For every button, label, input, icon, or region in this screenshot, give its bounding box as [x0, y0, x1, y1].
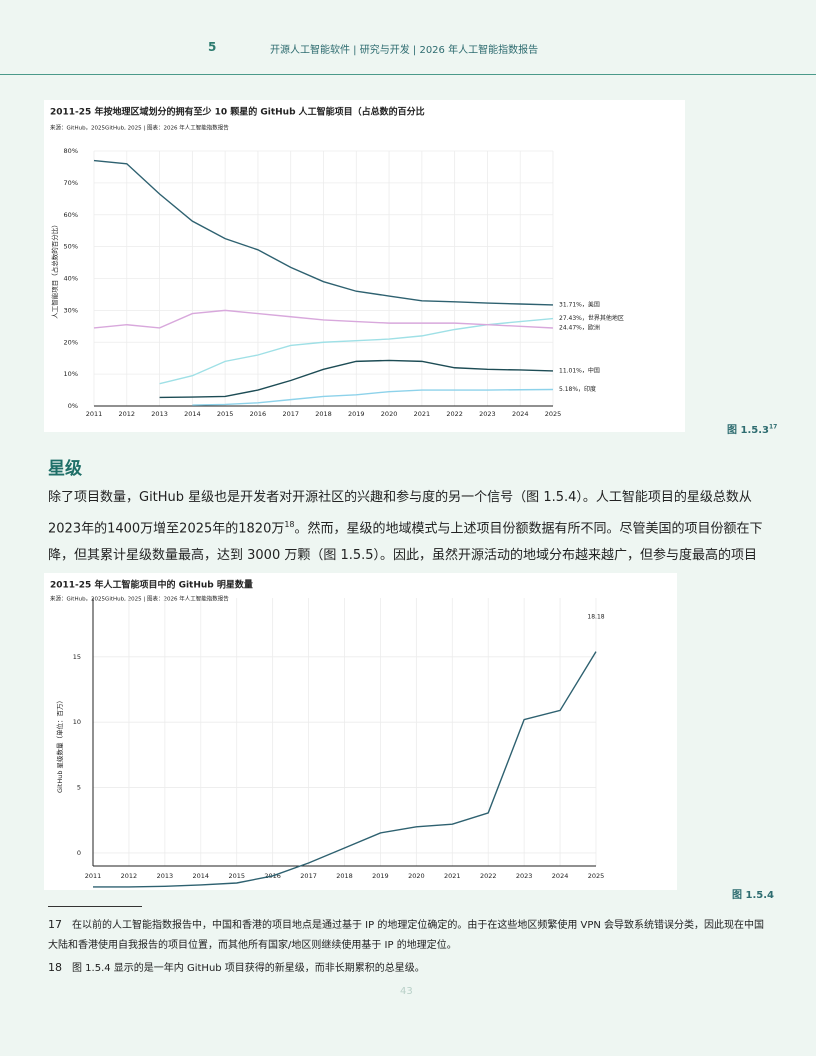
- x-tick-label: 2019: [348, 410, 365, 418]
- paragraph-text: 除了项目数量，GitHub 星级也是开发者对开源社区的兴趣和参与度的另一个信号（…: [48, 490, 752, 537]
- data-line: [93, 309, 554, 329]
- data-line: [192, 388, 554, 406]
- x-tick-label: 2011: [85, 872, 102, 880]
- end-label: 31.71%，美国: [559, 300, 600, 308]
- chart-panel: 2011-25 年按地理区域划分的拥有至少 10 颗星的 GitHub 人工智能…: [44, 100, 685, 432]
- x-tick-label: 2025: [545, 410, 562, 418]
- header-title: 开源人工智能软件 | 研究与开发 | 2026 年人工智能指数报告: [270, 45, 539, 56]
- y-axis-label: 人工智能项目（占总数的百分比）: [50, 221, 59, 319]
- y-tick-label: 0: [77, 849, 81, 857]
- x-tick-label: 2017: [282, 410, 299, 418]
- x-tick-label: 2018: [336, 872, 353, 880]
- chart-panel: 2011-25 年人工智能项目中的 GitHub 明星数量来源：GitHub，2…: [44, 573, 677, 890]
- y-tick-label: 10: [73, 718, 81, 726]
- figure-label: 图 1.5.317: [727, 421, 777, 436]
- chart: 2011-25 年人工智能项目中的 GitHub 明星数量来源：GitHub，2…: [50, 579, 605, 888]
- y-tick-label: 40%: [64, 275, 78, 283]
- x-tick-label: 2022: [446, 410, 463, 418]
- end-label: 24.47%，欧洲: [559, 324, 600, 332]
- x-tick-label: 2015: [228, 872, 245, 880]
- data-line: [93, 159, 554, 306]
- footnote: 17 在以前的人工智能指数报告中，中国和香港的项目地点是通过基于 IP 的地理定位…: [48, 915, 768, 956]
- x-tick-label: 2011: [86, 410, 103, 418]
- footnote: 18 图 1.5.4 显示的是一年内 GitHub 项目获得的新星级，而非长期累积…: [48, 958, 768, 979]
- x-tick-label: 2013: [151, 410, 168, 418]
- chart-title: 2011-25 年按地理区域划分的拥有至少 10 颗星的 GitHub 人工智能…: [50, 106, 425, 118]
- y-tick-label: 20%: [64, 338, 78, 346]
- y-tick-label: 10%: [64, 370, 78, 378]
- y-tick-label: 70%: [64, 179, 78, 187]
- x-tick-label: 2015: [217, 410, 234, 418]
- y-axis-label: GitHub 星级数量（单位：百万）: [55, 697, 64, 793]
- x-tick-label: 2019: [372, 872, 389, 880]
- end-label: 5.18%，印度: [559, 385, 596, 393]
- x-tick-label: 2014: [193, 872, 210, 880]
- header-rule: [0, 74, 816, 75]
- x-tick-label: 2025: [588, 872, 605, 880]
- x-tick-label: 2023: [479, 410, 496, 418]
- footnote-number: 17: [48, 918, 62, 931]
- x-tick-label: 2022: [480, 872, 497, 880]
- y-tick-label: 30%: [64, 306, 78, 314]
- y-tick-label: 60%: [64, 211, 78, 219]
- note-ref: 18: [284, 520, 295, 529]
- x-tick-label: 2020: [408, 872, 425, 880]
- x-tick-label: 2020: [381, 410, 398, 418]
- section-heading: 星级: [48, 459, 82, 479]
- x-tick-label: 2024: [512, 410, 529, 418]
- chart-source: 来源：GitHub，2025GitHub, 2025 | 图表：2026 年人工…: [50, 595, 229, 603]
- chart-title: 2011-25 年人工智能项目中的 GitHub 明星数量: [50, 579, 253, 591]
- x-tick-label: 2018: [315, 410, 332, 418]
- page-number: 43: [400, 986, 413, 997]
- x-tick-label: 2017: [300, 872, 317, 880]
- annotation: 18.18: [587, 614, 604, 621]
- x-tick-label: 2012: [119, 410, 136, 418]
- data-line: [93, 651, 597, 888]
- x-tick-label: 2012: [121, 872, 138, 880]
- x-tick-label: 2021: [414, 410, 431, 418]
- x-tick-label: 2021: [444, 872, 461, 880]
- x-tick-label: 2023: [516, 872, 533, 880]
- footnote-text: 图 1.5.4 显示的是一年内 GitHub 项目获得的新星级，而非长期累积的总…: [72, 963, 425, 974]
- y-tick-label: 80%: [64, 147, 78, 155]
- footnote-number: 18: [48, 961, 62, 974]
- figure-number: 图 1.5.3: [727, 425, 769, 436]
- figure-label: 图 1.5.4: [732, 890, 774, 901]
- x-tick-label: 2013: [157, 872, 174, 880]
- x-tick-label: 2016: [250, 410, 267, 418]
- end-label: 27.43%，世界其他地区: [559, 314, 624, 322]
- x-tick-label: 2024: [552, 872, 569, 880]
- footnote-text: 在以前的人工智能指数报告中，中国和香港的项目地点是通过基于 IP 的地理定位确定…: [48, 920, 765, 951]
- y-tick-label: 15: [73, 653, 81, 661]
- y-tick-label: 50%: [64, 243, 78, 251]
- footnote-rule: [48, 906, 142, 907]
- page-icon: 5: [208, 40, 217, 54]
- figure-note-ref: 17: [768, 423, 778, 431]
- end-label: 11.01%，中国: [559, 366, 600, 374]
- chart: 2011-25 年按地理区域划分的拥有至少 10 颗星的 GitHub 人工智能…: [50, 106, 624, 419]
- chart-source: 来源：GitHub，2025GitHub, 2025 | 图表：2026 年人工…: [50, 124, 229, 132]
- y-tick-label: 0%: [68, 402, 78, 410]
- x-tick-label: 2014: [184, 410, 201, 418]
- data-line: [159, 359, 554, 399]
- y-tick-label: 5: [77, 784, 81, 792]
